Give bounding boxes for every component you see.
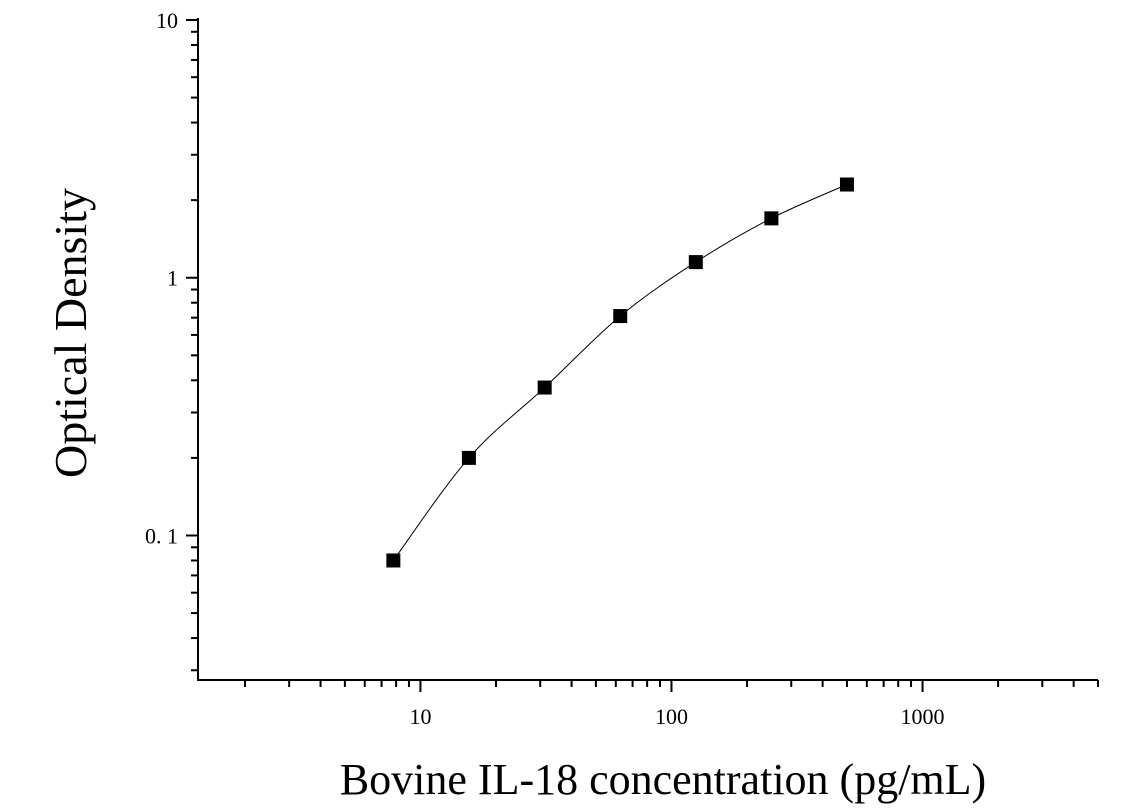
data-point bbox=[613, 309, 628, 324]
x-tick-label: 1000 bbox=[901, 704, 945, 729]
data-point bbox=[461, 450, 476, 465]
data-point bbox=[386, 553, 401, 568]
data-point bbox=[688, 255, 703, 270]
y-tick-label: 0. 1 bbox=[145, 523, 178, 548]
y-tick-label: 1 bbox=[167, 266, 178, 291]
fit-curve bbox=[392, 184, 848, 561]
axes bbox=[197, 18, 1098, 681]
data-point bbox=[537, 380, 552, 395]
x-axis-title: Bovine IL-18 concentration (pg/mL) bbox=[340, 755, 986, 804]
data-point bbox=[839, 177, 854, 192]
ticks bbox=[186, 19, 1099, 692]
y-tick-label: 10 bbox=[156, 8, 178, 33]
x-tick-label: 10 bbox=[409, 704, 431, 729]
data-points bbox=[386, 177, 854, 568]
data-point bbox=[764, 211, 779, 226]
x-tick-label: 100 bbox=[655, 704, 688, 729]
tick-labels: 10 100 1000 0. 1 1 10 bbox=[145, 8, 945, 729]
y-axis-title: Optical Density bbox=[45, 188, 96, 478]
